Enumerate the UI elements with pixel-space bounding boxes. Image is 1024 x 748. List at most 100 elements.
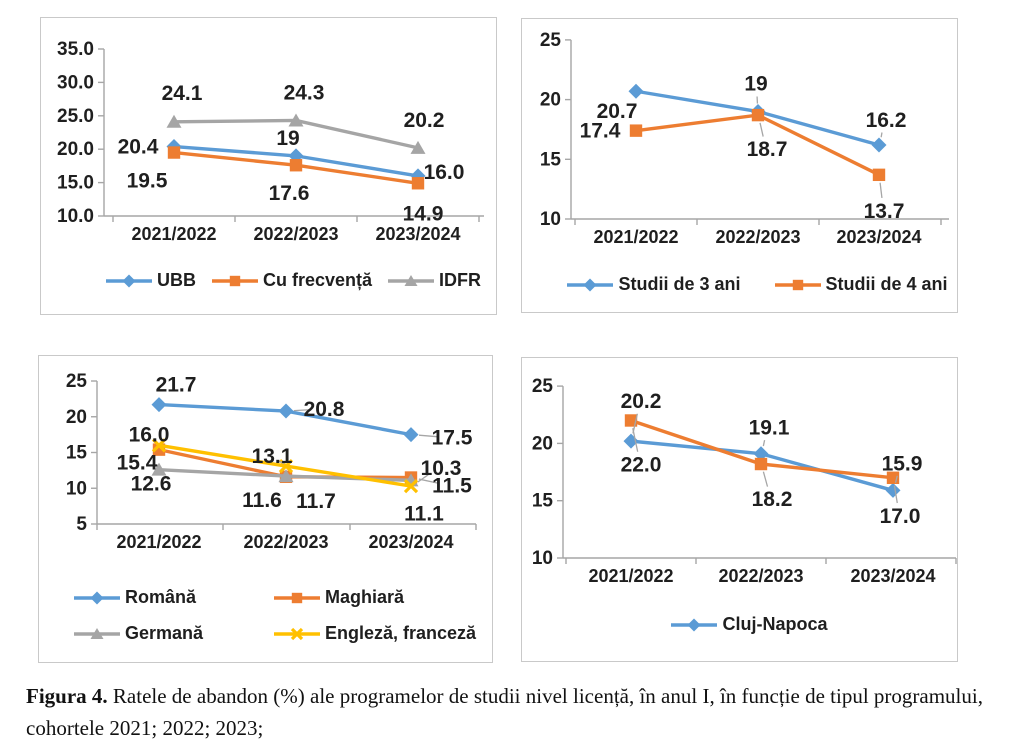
label-leader-line [632, 428, 639, 452]
triangle-legend-glyph [74, 627, 120, 639]
square-marker [167, 146, 181, 159]
square-marker [792, 279, 803, 290]
data-label: 15.4 [117, 452, 158, 475]
legend-label: IDFR [439, 270, 482, 290]
y-tick-label: 10.0 [57, 206, 94, 227]
legend-item-rom-n-: Română [74, 587, 196, 608]
data-label: 17.0 [880, 505, 921, 528]
y-tick-label: 15.0 [57, 173, 94, 194]
top-left-plot-svg: 10.0 15.0 20.0 25.0 30.0 35.0 2021/2022 2022/20… [57, 39, 484, 244]
legend-label: Studii de 3 ani [618, 274, 741, 294]
square-marker [229, 275, 241, 286]
square-marker [411, 177, 425, 190]
bottom-left-plot-svg: 5 10 15 20 25 2021/2022 2022/2023 2023/2024 21.7… [66, 371, 477, 552]
data-label: 16.2 [866, 109, 907, 132]
square-marker [624, 414, 638, 427]
data-label: 22.0 [621, 453, 662, 476]
triangle-marker [410, 140, 426, 154]
legend-item-englez-francez-: Engleză, franceză [274, 623, 476, 644]
data-label: 14.9 [403, 202, 444, 225]
x-marker [290, 627, 304, 640]
data-label: 20.4 [118, 136, 159, 159]
y-tick-label: 20 [540, 90, 561, 111]
diamond-marker [403, 427, 419, 443]
x-category-label: 2023/2024 [850, 566, 935, 586]
y-tick-label: 10 [66, 478, 87, 499]
legend-label: Studii de 4 ani [825, 274, 948, 294]
x-category-label: 2022/2023 [715, 227, 800, 247]
label-leader-line [894, 475, 898, 483]
x-category-label: 2023/2024 [368, 532, 453, 552]
y-tick-label: 25.0 [57, 106, 94, 127]
y-tick-label: 35.0 [57, 39, 94, 60]
triangle-legend-glyph [388, 274, 435, 286]
square-marker [872, 168, 886, 182]
x-category-label: 2022/2023 [243, 532, 328, 552]
legend-label: Română [125, 587, 197, 607]
legend-item-maghiar-: Maghiară [274, 587, 404, 608]
data-label: 15.9 [882, 452, 923, 475]
legend-item-german-: Germană [74, 623, 203, 644]
data-label: 19.5 [127, 170, 168, 193]
data-label: 18.7 [747, 138, 788, 161]
data-label: 20.2 [404, 109, 445, 132]
data-label: 24.1 [162, 82, 203, 105]
y-tick-label: 10 [540, 209, 561, 230]
axes: 10 15 20 25 2021/2022 2022/2023 2023/2024 [532, 376, 957, 586]
triangle-marker [151, 462, 167, 476]
y-tick-label: 5 [76, 514, 87, 535]
triangle-marker [278, 469, 294, 483]
xmark-legend-glyph [274, 627, 320, 640]
data-label: 13.7 [864, 200, 905, 223]
y-tick-label: 25 [532, 376, 554, 397]
data-label: 19 [744, 73, 767, 96]
diamond-marker [885, 482, 901, 498]
diamond-marker [687, 618, 701, 631]
label-leader-line [418, 434, 438, 438]
chart-abandon-cluj-napoca: 10 15 20 25 2021/2022 2022/2023 2023/2024 20.2 1… [521, 357, 958, 662]
axes: 10 15 20 25 2021/2022 2022/2023 2023/2024 [540, 30, 949, 247]
x-marker [151, 438, 167, 453]
data-label: 21.7 [156, 374, 197, 397]
y-tick-label: 25 [66, 371, 88, 392]
chart-abandon-by-study-duration: 10 15 20 25 2021/2022 2022/2023 2023/2024 20.7 1… [521, 18, 958, 313]
y-tick-label: 25 [540, 30, 562, 51]
x-category-label: 2022/2023 [718, 566, 803, 586]
square-legend-glyph [274, 592, 320, 603]
diamond-legend-glyph [74, 591, 120, 604]
legend-label: UBB [156, 270, 196, 290]
legend-label: Maghiară [325, 587, 405, 607]
legend-label: Cu frecvență [262, 270, 373, 290]
y-tick-label: 30.0 [57, 72, 94, 93]
legend-label: Germană [125, 623, 204, 643]
chart-abandon-by-teaching-language: 5 10 15 20 25 2021/2022 2022/2023 2023/2024 21.7… [38, 355, 493, 663]
y-tick-label: 10 [532, 548, 553, 569]
y-tick-label: 15 [532, 491, 554, 512]
data-label: 19 [276, 127, 299, 150]
y-tick-label: 15 [66, 443, 88, 464]
label-leader-line [417, 474, 429, 483]
label-leader-line [293, 409, 310, 412]
x-category-label: 2021/2022 [131, 224, 216, 244]
triangle-marker [90, 627, 104, 639]
x-category-label: 2021/2022 [116, 532, 201, 552]
square-marker [751, 108, 765, 122]
data-label: 17.6 [269, 182, 310, 205]
label-leader-line [893, 485, 898, 504]
diamond-marker [122, 274, 136, 287]
x-marker [403, 478, 419, 494]
data-label: 20.8 [304, 398, 345, 421]
data-label: 11.5 [432, 475, 472, 498]
diamond-marker [90, 591, 104, 604]
square-marker [629, 124, 643, 137]
diamond-marker [278, 403, 294, 419]
legend-item-cu-frecven-: Cu frecvență [211, 270, 373, 291]
y-tick-label: 15 [540, 149, 562, 170]
diamond-marker [871, 137, 887, 153]
diamond-marker [583, 278, 597, 291]
chart-legend: Studii de 3 ani Studii de 4 ani [540, 274, 975, 295]
figure-caption: Figura 4. Ratele de abandon (%) ale prog… [26, 681, 994, 744]
series-Română [151, 397, 419, 443]
data-label: 11.6 [242, 489, 282, 512]
square-legend-glyph [211, 275, 258, 286]
